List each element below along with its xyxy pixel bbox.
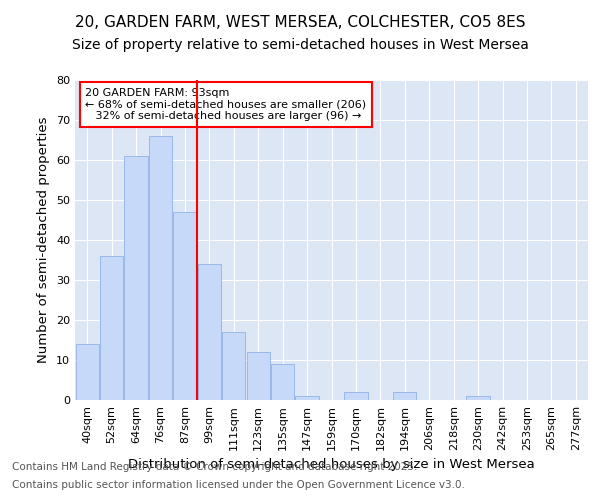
Bar [100, 256, 123, 400]
Bar [222, 332, 245, 400]
Bar [466, 396, 490, 400]
Text: Size of property relative to semi-detached houses in West Mersea: Size of property relative to semi-detach… [71, 38, 529, 52]
Bar [247, 352, 270, 400]
Text: Contains public sector information licensed under the Open Government Licence v3: Contains public sector information licen… [12, 480, 465, 490]
Bar [173, 212, 197, 400]
X-axis label: Distribution of semi-detached houses by size in West Mersea: Distribution of semi-detached houses by … [128, 458, 535, 471]
Bar [198, 264, 221, 400]
Bar [271, 364, 294, 400]
Text: 20, GARDEN FARM, WEST MERSEA, COLCHESTER, CO5 8ES: 20, GARDEN FARM, WEST MERSEA, COLCHESTER… [75, 15, 525, 30]
Bar [393, 392, 416, 400]
Text: 20 GARDEN FARM: 93sqm
← 68% of semi-detached houses are smaller (206)
   32% of : 20 GARDEN FARM: 93sqm ← 68% of semi-deta… [85, 88, 367, 121]
Bar [76, 344, 99, 400]
Y-axis label: Number of semi-detached properties: Number of semi-detached properties [37, 116, 50, 363]
Bar [344, 392, 368, 400]
Bar [149, 136, 172, 400]
Text: Contains HM Land Registry data © Crown copyright and database right 2025.: Contains HM Land Registry data © Crown c… [12, 462, 418, 472]
Bar [124, 156, 148, 400]
Bar [295, 396, 319, 400]
